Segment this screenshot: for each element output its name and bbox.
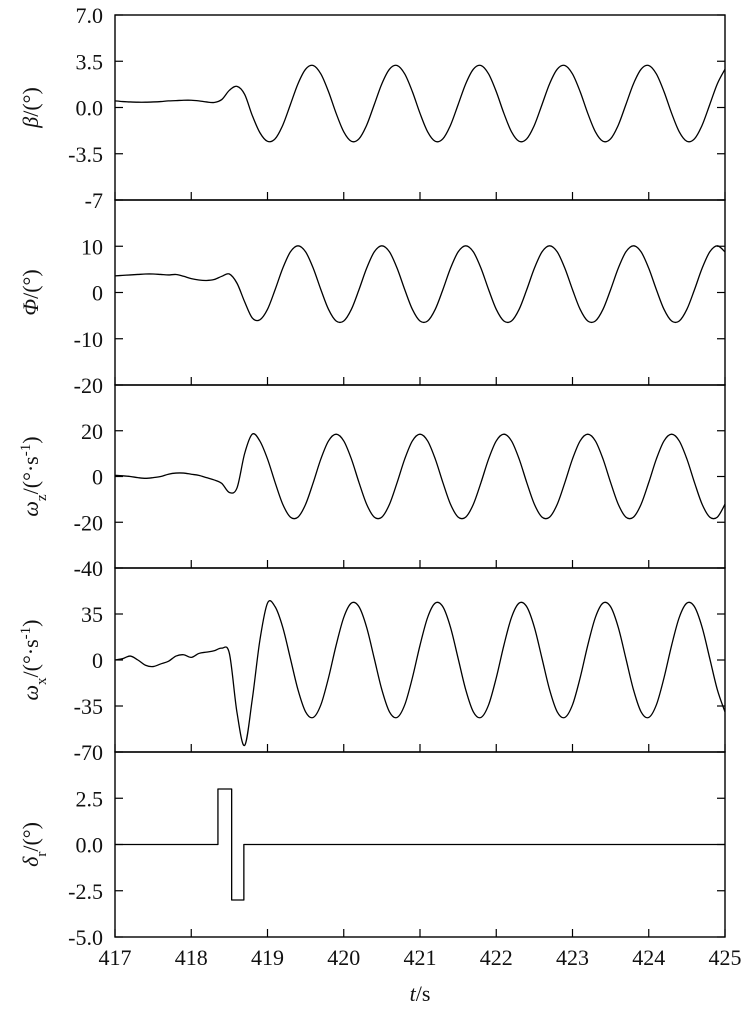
plot-frame bbox=[114, 14, 726, 201]
y-tick-label: 0 bbox=[92, 465, 103, 490]
y-axis-label-part: /(°) bbox=[18, 269, 43, 299]
x-tick-label: 425 bbox=[709, 945, 742, 970]
y-axis-label-part: /(°) bbox=[18, 822, 43, 852]
y-tick-label: 0 bbox=[92, 281, 103, 306]
y-tick-label: 0.0 bbox=[76, 96, 104, 121]
y-tick-label: -10 bbox=[74, 327, 103, 352]
y-axis-label-part: ) bbox=[18, 436, 43, 443]
x-axis-label: t/s bbox=[410, 981, 431, 1006]
y-tick-label: 35 bbox=[81, 602, 103, 627]
y-axis-label-part: /(°·s bbox=[18, 639, 43, 677]
y-axis-label: β/(°) bbox=[18, 87, 43, 129]
y-axis-label-part: -1 bbox=[18, 627, 34, 640]
x-tick-label: 420 bbox=[327, 945, 360, 970]
x-tick-label: 423 bbox=[556, 945, 589, 970]
data-line bbox=[115, 788, 725, 901]
x-axis-label-part: t bbox=[410, 981, 417, 1006]
y-axis-label-part: ω bbox=[18, 501, 43, 517]
plot-frame bbox=[114, 567, 726, 753]
y-tick-label: -7 bbox=[85, 188, 103, 213]
data-line bbox=[114, 64, 726, 143]
y-axis-label-part: -1 bbox=[18, 444, 34, 457]
y-tick-label: 20 bbox=[81, 419, 103, 444]
y-axis-label-part: ω bbox=[18, 685, 43, 701]
y-axis-label-part: r bbox=[34, 852, 50, 857]
x-axis-label-part: /s bbox=[416, 981, 431, 1006]
y-tick-label: 2.5 bbox=[76, 786, 104, 811]
x-tick-label: 424 bbox=[632, 945, 665, 970]
y-tick-label: -2.5 bbox=[68, 879, 103, 904]
y-axis-label-part: Φ bbox=[18, 299, 43, 316]
y-axis-label: Φ/(°) bbox=[18, 269, 43, 315]
y-tick-label: 10 bbox=[81, 234, 103, 259]
y-tick-label: 7.0 bbox=[76, 3, 104, 28]
y-axis-label-part: /(°) bbox=[18, 87, 43, 117]
y-axis-label-part: x bbox=[34, 677, 50, 685]
y-tick-label: 0.0 bbox=[76, 833, 104, 858]
x-tick-label: 421 bbox=[404, 945, 437, 970]
y-tick-label: 3.5 bbox=[76, 49, 104, 74]
y-tick-label: -3.5 bbox=[68, 142, 103, 167]
data-line bbox=[114, 245, 726, 324]
x-tick-label: 417 bbox=[99, 945, 132, 970]
y-tick-label: -35 bbox=[74, 694, 103, 719]
y-axis-label-part: β bbox=[18, 117, 43, 129]
y-tick-label: -20 bbox=[74, 373, 103, 398]
y-axis-label-part: z bbox=[34, 494, 50, 501]
x-tick-label: 418 bbox=[175, 945, 208, 970]
y-axis-label: ωz/(°·s-1) bbox=[18, 436, 50, 516]
y-tick-label: -5.0 bbox=[68, 925, 103, 950]
y-tick-label: -20 bbox=[74, 510, 103, 535]
y-axis-label: ωx/(°·s-1) bbox=[18, 620, 50, 701]
data-line bbox=[114, 600, 726, 747]
y-tick-label: -70 bbox=[74, 740, 103, 765]
y-axis-label-part: /(°·s bbox=[18, 456, 43, 494]
y-axis-label: δr/(°) bbox=[18, 822, 50, 867]
x-tick-label: 422 bbox=[480, 945, 513, 970]
plot-frame bbox=[114, 199, 726, 386]
x-tick-label: 419 bbox=[251, 945, 284, 970]
plot-frame bbox=[114, 384, 726, 569]
data-line bbox=[114, 433, 726, 520]
y-axis-label-part: ) bbox=[18, 620, 43, 627]
y-tick-label: -40 bbox=[74, 556, 103, 581]
y-axis-label-part: δ bbox=[18, 856, 43, 867]
y-tick-label: 0 bbox=[92, 648, 103, 673]
